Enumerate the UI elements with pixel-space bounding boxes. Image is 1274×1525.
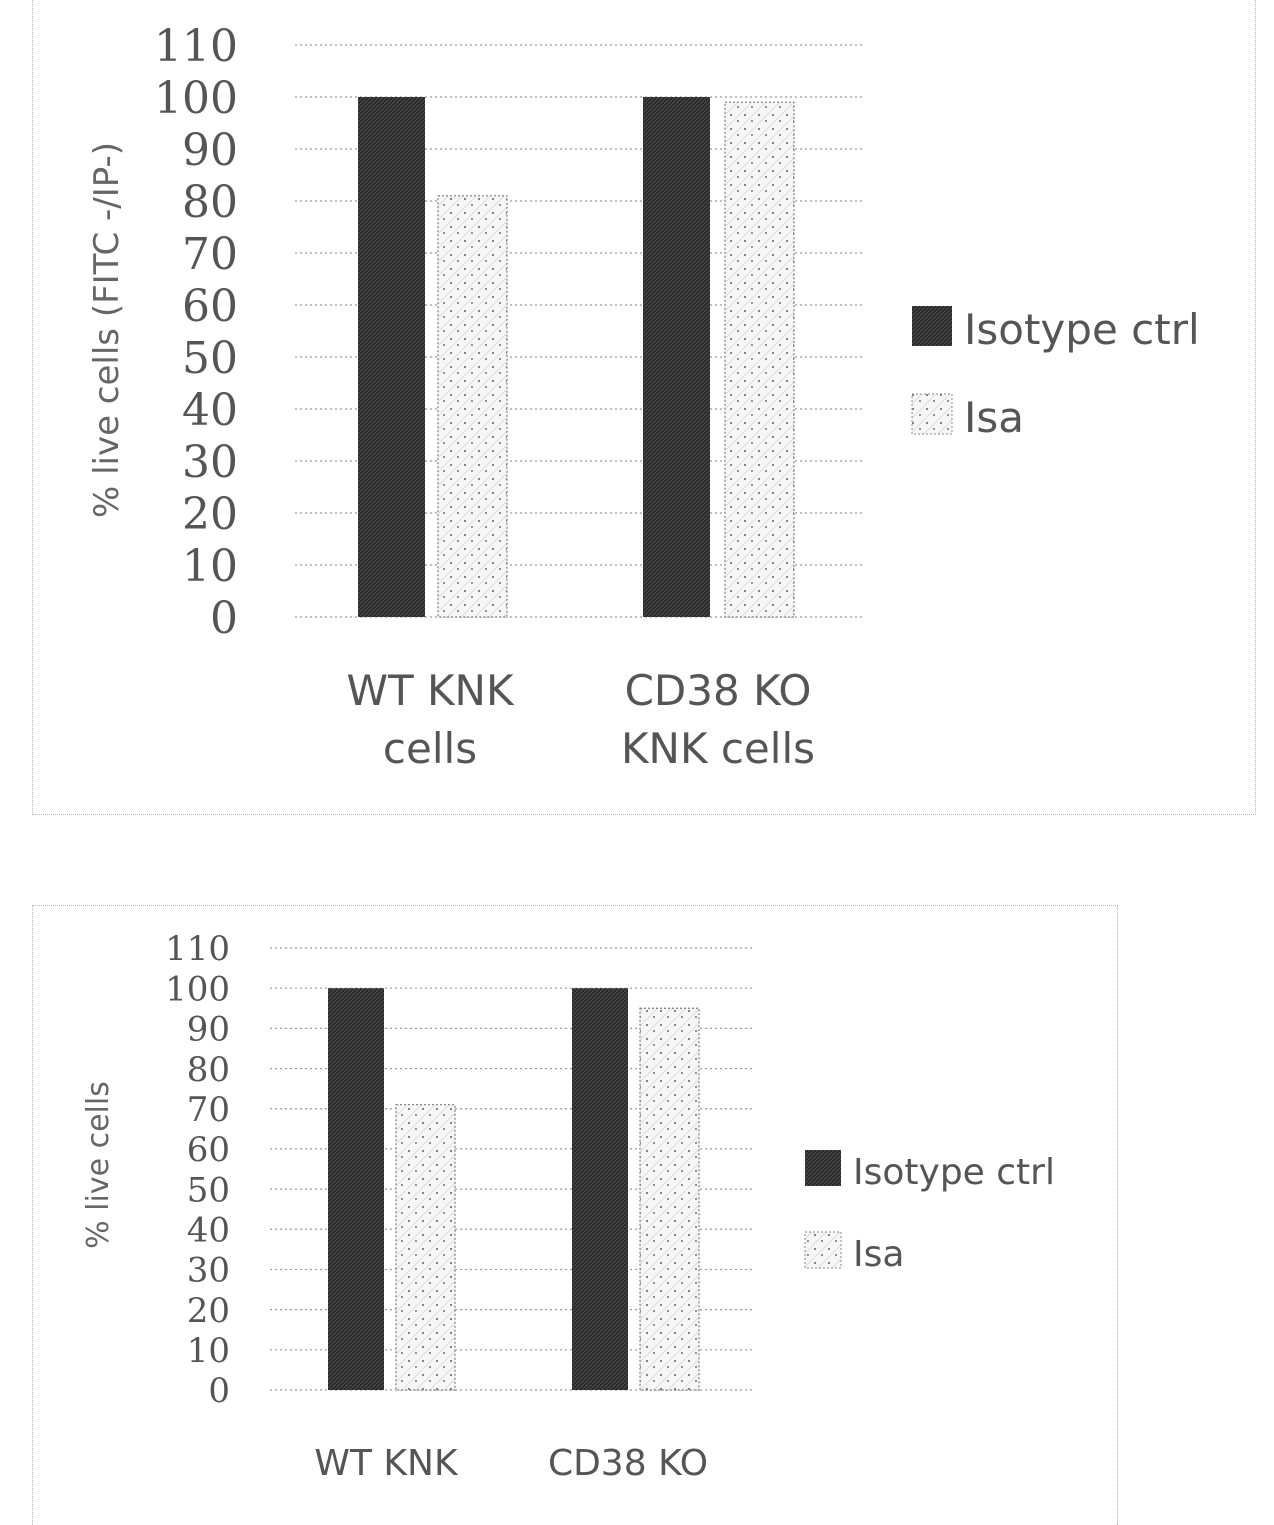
- bar-isa: [724, 101, 795, 618]
- y-tick-label: 60: [187, 1130, 230, 1170]
- y-axis-label: % live cells: [81, 1081, 116, 1249]
- y-tick-label: 70: [187, 1090, 230, 1130]
- x-category-label: cells: [383, 724, 477, 773]
- bar-isotype-ctrl: [328, 988, 384, 1390]
- y-tick-label: 100: [154, 73, 238, 124]
- legend-label-isotype: Isotype ctrl: [964, 305, 1200, 354]
- legend-swatch-isotype: [912, 306, 952, 346]
- y-tick-label: 20: [187, 1291, 230, 1331]
- legend-label-isa: Isa: [853, 1234, 904, 1275]
- y-tick-label: 0: [210, 593, 238, 644]
- legend-swatch-isotype: [805, 1150, 841, 1186]
- y-tick-label: 10: [182, 541, 238, 592]
- y-tick-label: 110: [165, 929, 230, 969]
- bar-isa: [437, 195, 508, 618]
- y-tick-label: 90: [182, 125, 238, 176]
- y-tick-label: 80: [187, 1050, 230, 1090]
- x-category-label: WT KNK: [346, 666, 514, 715]
- y-tick-label: 10: [187, 1331, 230, 1371]
- bar-isotype-ctrl: [572, 988, 628, 1390]
- y-tick-label: 20: [182, 489, 238, 540]
- y-tick-label: 80: [182, 177, 238, 228]
- legend-label-isotype: Isotype ctrl: [853, 1152, 1055, 1193]
- x-category-label: CD38 KO: [548, 1443, 708, 1484]
- y-tick-label: 70: [182, 229, 238, 280]
- y-tick-label: 50: [187, 1170, 230, 1210]
- x-category-label: CD38 KO: [625, 666, 812, 715]
- y-tick-label: 40: [187, 1211, 230, 1251]
- y-axis-label: % live cells (FITC -/IP-): [87, 142, 127, 518]
- bar-isotype-ctrl: [643, 97, 710, 617]
- y-tick-label: 50: [182, 333, 238, 384]
- legend-swatch-isa: [804, 1231, 842, 1269]
- y-tick-label: 60: [182, 281, 238, 332]
- bar-isotype-ctrl: [358, 97, 425, 617]
- x-category-label: WT KNK: [314, 1443, 459, 1484]
- legend-swatch-isa: [911, 393, 953, 435]
- y-tick-label: 30: [187, 1251, 230, 1291]
- y-tick-label: 100: [165, 969, 230, 1009]
- bar-isa: [395, 1104, 456, 1391]
- x-category-label: KNK cells: [621, 724, 815, 773]
- bar-isa: [639, 1007, 700, 1391]
- legend-label-isa: Isa: [964, 393, 1024, 442]
- y-tick-label: 0: [208, 1371, 230, 1411]
- y-tick-label: 90: [187, 1010, 230, 1050]
- y-tick-label: 30: [182, 437, 238, 488]
- y-tick-label: 110: [154, 21, 238, 72]
- y-tick-label: 40: [182, 385, 238, 436]
